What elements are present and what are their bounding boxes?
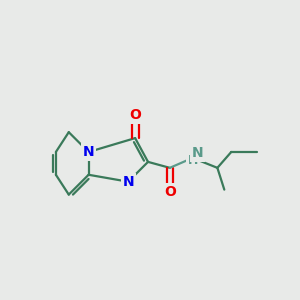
Text: N: N <box>192 146 203 160</box>
Text: O: O <box>129 108 141 122</box>
Text: O: O <box>164 184 176 199</box>
Text: N: N <box>122 175 134 189</box>
Text: H: H <box>188 154 198 167</box>
Text: N: N <box>83 145 94 159</box>
